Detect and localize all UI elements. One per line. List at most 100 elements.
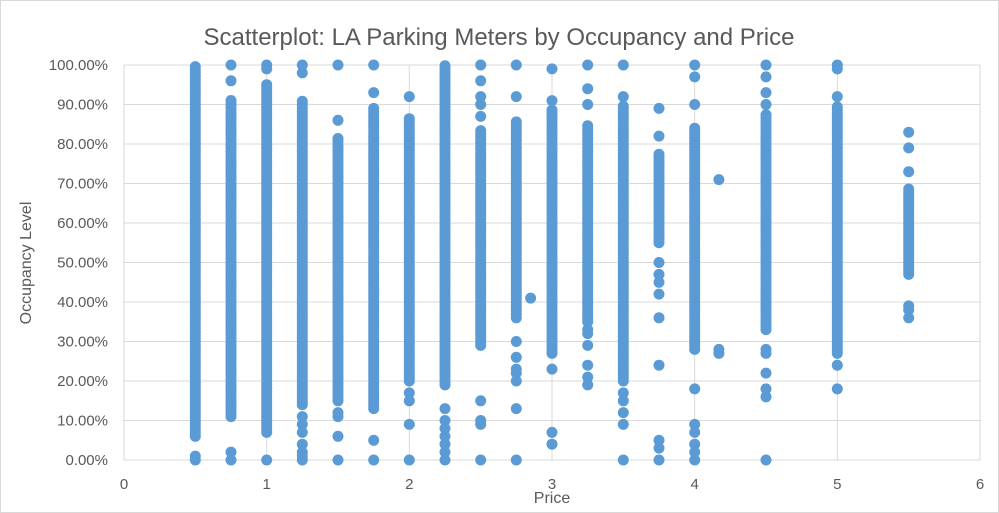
y-tick-label: 40.00% (57, 294, 108, 311)
data-point (510, 454, 522, 466)
data-point (653, 312, 665, 324)
data-point (475, 125, 487, 137)
data-point (439, 454, 451, 466)
data-point (403, 113, 415, 125)
data-point (261, 63, 273, 75)
data-point (760, 454, 772, 466)
data-point (689, 99, 701, 110)
data-point (582, 99, 594, 110)
data-point (546, 104, 558, 116)
data-point (760, 343, 772, 355)
data-point (689, 438, 701, 450)
data-point (760, 391, 772, 403)
y-tick-label: 90.00% (57, 97, 108, 114)
data-point (225, 59, 237, 71)
data-point (653, 359, 665, 371)
data-point (582, 83, 594, 95)
data-point (475, 75, 487, 87)
data-point (760, 367, 772, 379)
data-point (368, 434, 380, 446)
x-tick-labels: 0 1 2 3 4 5 6 (120, 476, 984, 493)
data-point (296, 438, 308, 450)
data-point (760, 383, 772, 395)
y-tick-label: 60.00% (57, 215, 108, 232)
data-point (689, 122, 701, 134)
data-point (546, 438, 558, 450)
x-tick-label: 0 (120, 476, 128, 493)
data-point (617, 59, 629, 71)
x-tick-label: 2 (405, 476, 413, 493)
data-point (760, 87, 772, 99)
data-point (403, 387, 415, 399)
data-point (653, 454, 665, 466)
data-point (760, 99, 772, 110)
data-point (689, 59, 701, 71)
data-point (296, 418, 308, 430)
y-tick-label: 80.00% (57, 136, 108, 153)
data-point (689, 71, 701, 83)
y-tick-labels: 0.00% 10.00% 20.00% 30.00% 40.00% 50.00% 60.00… (49, 57, 108, 469)
data-point (332, 407, 344, 419)
data-point (546, 95, 558, 107)
data-point (510, 351, 522, 363)
data-point (903, 300, 915, 312)
data-point (296, 67, 308, 79)
data-point (617, 387, 629, 399)
data-point (296, 446, 308, 458)
x-tick-label: 1 (262, 476, 270, 493)
data-point (903, 126, 915, 138)
data-point (653, 130, 665, 142)
data-point (225, 95, 237, 106)
data-point (653, 276, 665, 288)
data-point (332, 454, 344, 466)
data-point (903, 142, 915, 154)
data-point (582, 339, 594, 351)
y-tick-label: 30.00% (57, 334, 108, 351)
data-point (653, 288, 665, 300)
data-points (189, 59, 915, 466)
data-point (439, 430, 451, 442)
data-point (617, 100, 629, 112)
data-point (439, 438, 451, 450)
data-point (653, 148, 665, 160)
data-point (368, 87, 380, 99)
data-point (439, 422, 451, 434)
y-tick-label: 70.00% (57, 176, 108, 193)
data-point (368, 454, 380, 466)
data-point (510, 116, 522, 128)
data-point (582, 379, 594, 391)
data-point (510, 91, 522, 103)
data-point (439, 403, 451, 415)
data-point (403, 91, 415, 103)
data-point (653, 102, 665, 114)
data-point (403, 454, 415, 466)
data-point (225, 446, 237, 458)
data-point (403, 395, 415, 407)
data-point (403, 418, 415, 430)
data-point (332, 114, 344, 126)
data-point (296, 426, 308, 438)
data-point (582, 324, 594, 336)
data-point (831, 359, 843, 371)
y-tick-label: 10.00% (57, 413, 108, 430)
data-point (653, 268, 665, 280)
data-point (189, 450, 201, 462)
data-point (831, 101, 843, 113)
data-point (903, 166, 915, 178)
data-point (689, 426, 701, 438)
data-point (831, 59, 843, 71)
data-point (653, 257, 665, 268)
data-point (617, 91, 629, 103)
data-point (225, 75, 237, 87)
data-point (189, 61, 201, 73)
data-point (475, 454, 487, 466)
data-point (760, 59, 772, 71)
chart-title: Scatterplot: LA Parking Meters by Occupa… (204, 24, 795, 51)
x-axis-label: Price (534, 490, 571, 507)
data-point (689, 383, 701, 395)
data-point (617, 395, 629, 407)
data-point (525, 292, 537, 304)
data-point (582, 120, 594, 132)
data-point (510, 59, 522, 71)
